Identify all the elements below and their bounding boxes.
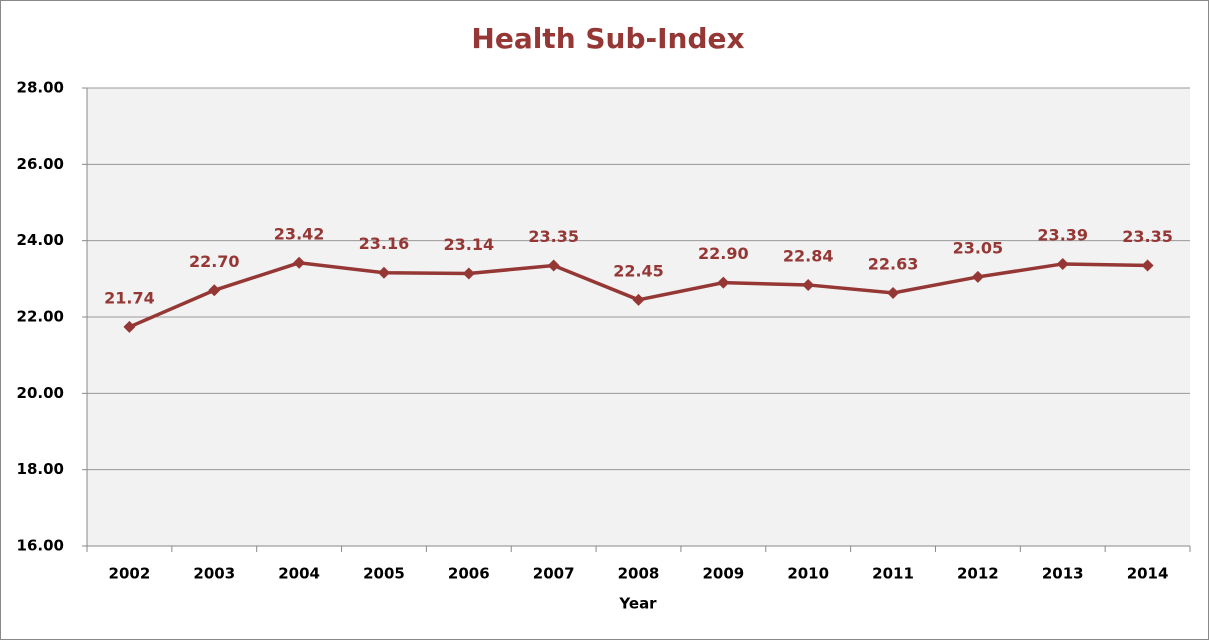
data-label: 23.05 — [953, 238, 1004, 257]
y-tick-label: 22.00 — [17, 308, 64, 326]
data-point — [717, 276, 730, 289]
x-tick-label: 2012 — [957, 565, 999, 583]
x-tick-label: 2006 — [448, 565, 490, 583]
data-label: 22.90 — [698, 244, 749, 263]
data-point — [123, 320, 136, 333]
data-point — [547, 259, 560, 272]
x-tick-label: 2008 — [618, 565, 660, 583]
x-tick-label: 2014 — [1127, 565, 1169, 583]
x-tick-label: 2004 — [278, 565, 320, 583]
data-label: 22.70 — [189, 252, 240, 271]
y-tick-label: 16.00 — [17, 537, 64, 555]
x-tick-label: 2010 — [787, 565, 829, 583]
data-point — [208, 284, 221, 297]
data-label: 23.35 — [528, 227, 579, 246]
data-point — [887, 286, 900, 299]
data-point — [377, 266, 390, 279]
data-label: 23.35 — [1122, 227, 1173, 246]
data-label: 22.45 — [613, 261, 664, 280]
y-tick-label: 28.00 — [17, 79, 64, 97]
data-point — [462, 267, 475, 280]
data-label: 23.39 — [1037, 225, 1088, 244]
data-label: 22.63 — [868, 254, 919, 273]
x-tick-label: 2009 — [702, 565, 744, 583]
data-label: 23.14 — [444, 235, 495, 254]
data-label: 22.84 — [783, 246, 834, 265]
data-point — [632, 293, 645, 306]
x-tick-label: 2005 — [363, 565, 405, 583]
data-point — [1056, 257, 1069, 270]
x-tick-label: 2013 — [1042, 565, 1084, 583]
x-tick-label: 2011 — [872, 565, 914, 583]
y-tick-label: 18.00 — [17, 460, 64, 478]
data-label: 23.42 — [274, 224, 325, 243]
x-tick-label: 2007 — [533, 565, 575, 583]
x-axis-label: Year — [618, 595, 657, 613]
data-label: 23.16 — [359, 234, 410, 253]
data-label: 21.74 — [104, 288, 155, 307]
data-point — [802, 278, 815, 291]
y-tick-label: 26.00 — [17, 155, 64, 173]
data-point — [971, 270, 984, 283]
x-tick-label: 2003 — [193, 565, 235, 583]
chart-title: Health Sub-Index — [471, 22, 744, 55]
data-point — [1141, 259, 1154, 272]
data-point — [293, 256, 306, 269]
x-tick-label: 2002 — [109, 565, 151, 583]
y-tick-label: 20.00 — [17, 384, 64, 402]
y-tick-label: 24.00 — [17, 231, 64, 249]
